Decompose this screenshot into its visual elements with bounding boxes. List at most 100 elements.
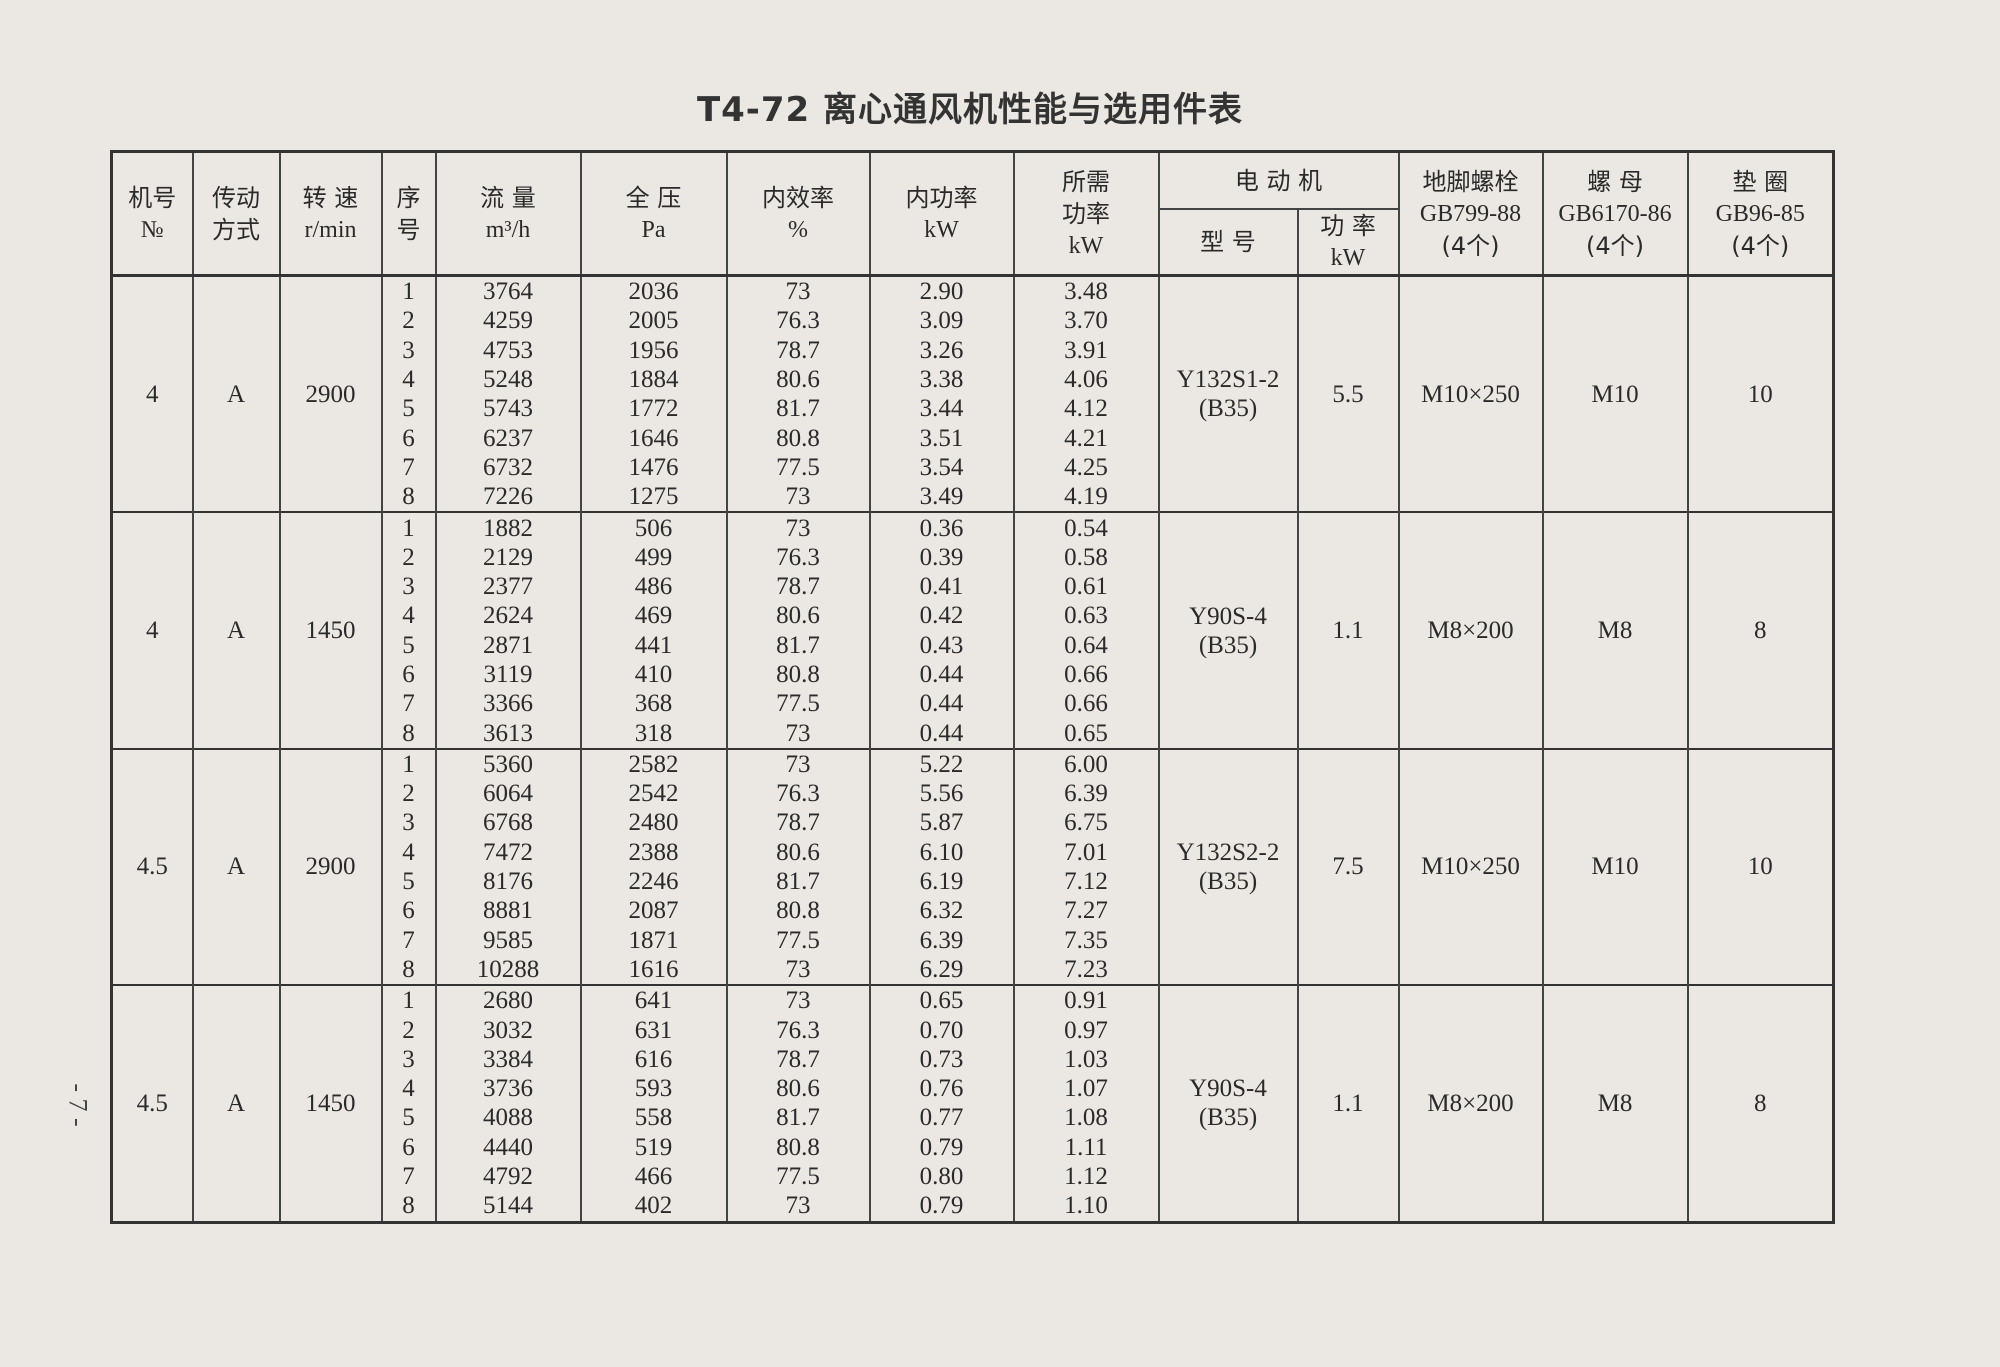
table-row: 8 7226 1275 73 3.49 4.19 [112,482,1834,513]
cell-internal-power: 3.49 [868,482,1015,513]
cell-seq: 4 [380,601,437,631]
cell-required-power: 4.25 [1012,452,1160,483]
cell-required-power: 0.91 [1012,984,1160,1016]
cell-pressure: 641 [579,984,728,1016]
table-row: 8 3613 318 73 0.44 0.65 [112,718,1834,749]
cell-anchor-bolt: M8×200 [1397,511,1544,749]
cell-pressure: 486 [579,571,728,602]
cell-machine-no: 4 [110,274,194,513]
cell-flow: 3384 [434,1044,582,1075]
cell-motor-power: 1.1 [1296,511,1400,749]
cell-internal-power: 3.44 [868,394,1015,424]
cell-speed: 2900 [278,274,383,513]
cell-internal-power: 6.39 [868,925,1015,955]
cell-internal-power: 0.41 [868,571,1015,602]
cell-efficiency: 78.7 [725,1044,871,1075]
cell-internal-power: 3.26 [868,335,1015,365]
cell-pressure: 1871 [579,925,728,955]
cell-seq: 1 [380,747,437,780]
cell-pressure: 441 [579,630,728,660]
cell-internal-power: 0.43 [868,630,1015,660]
cell-efficiency: 81.7 [725,1103,871,1133]
cell-flow: 5144 [434,1191,582,1222]
cell-internal-power: 6.32 [868,896,1015,926]
cell-efficiency: 80.8 [725,896,871,926]
cell-required-power: 0.61 [1012,571,1160,602]
cell-efficiency: 73 [725,1191,871,1222]
cell-flow: 2377 [434,571,582,602]
table-row: 5 4088 558 81.7 0.77 1.08 [112,1103,1834,1133]
table-row: 4 7472 2388 80.6 6.10 7.01 [112,837,1834,867]
cell-pressure: 519 [579,1132,728,1162]
cell-seq: 5 [380,866,437,897]
cell-required-power: 0.54 [1012,511,1160,543]
cell-required-power: 6.75 [1012,808,1160,838]
cell-internal-power: 0.79 [868,1191,1015,1222]
cell-efficiency: 77.5 [725,689,871,719]
cell-efficiency: 80.6 [725,837,871,867]
header-seq: 序号 [380,150,437,277]
cell-flow: 2624 [434,601,582,631]
cell-internal-power: 5.56 [868,779,1015,809]
cell-nut: M10 [1541,747,1689,986]
cell-required-power: 0.97 [1012,1015,1160,1045]
header-internal-power: 内功率 kW [868,150,1015,277]
header-speed: 转 速 r/min [278,150,383,277]
cell-washer: 10 [1686,274,1835,513]
cell-internal-power: 0.80 [868,1161,1015,1192]
cell-efficiency: 78.7 [725,335,871,365]
cell-seq: 7 [380,1161,437,1192]
cell-internal-power: 6.19 [868,866,1015,897]
cell-seq: 2 [380,306,437,336]
cell-efficiency: 73 [725,511,871,543]
cell-seq: 2 [380,1015,437,1045]
cell-required-power: 6.39 [1012,779,1160,809]
cell-efficiency: 73 [725,274,871,307]
cell-seq: 4 [380,837,437,867]
cell-efficiency: 80.8 [725,423,871,453]
cell-flow: 3032 [434,1015,582,1045]
table-row: 4 3736 593 80.6 0.76 1.07 [112,1074,1834,1104]
cell-seq: 4 [380,364,437,395]
header-motor: 电 动 机 [1157,150,1400,210]
cell-required-power: 4.12 [1012,394,1160,424]
table-row: 2 6064 2542 76.3 5.56 6.39 [112,779,1834,809]
cell-required-power: 7.35 [1012,925,1160,955]
cell-required-power: 7.01 [1012,837,1160,867]
cell-flow: 3613 [434,718,582,749]
cell-efficiency: 81.7 [725,630,871,660]
cell-required-power: 1.08 [1012,1103,1160,1133]
cell-seq: 2 [380,779,437,809]
table-row: 3 6768 2480 78.7 5.87 6.75 [112,808,1834,838]
header-efficiency: 内效率% [725,150,871,277]
cell-pressure: 410 [579,659,728,690]
table-row: 4.5 A 2900 1 5360 2582 73 5.22 6.00 Y132S2-2 (B35)… [110,747,1835,986]
cell-seq: 6 [380,1132,437,1162]
cell-flow: 6732 [434,452,582,483]
cell-pressure: 2582 [579,747,728,780]
cell-pressure: 616 [579,1044,728,1075]
cell-seq: 8 [380,718,437,749]
cell-drive: A [191,984,281,1222]
cell-washer: 10 [1686,747,1835,986]
table-row: 6 4440 519 80.8 0.79 1.11 [112,1132,1834,1162]
cell-washer: 8 [1686,511,1835,749]
cell-efficiency: 77.5 [725,1161,871,1192]
cell-anchor-bolt: M8×200 [1397,984,1544,1222]
cell-required-power: 1.07 [1012,1074,1160,1104]
cell-internal-power: 3.51 [868,423,1015,453]
table-row: 6 6237 1646 80.8 3.51 4.21 [112,423,1834,453]
cell-efficiency: 73 [725,718,871,749]
cell-internal-power: 0.73 [868,1044,1015,1075]
cell-efficiency: 81.7 [725,394,871,424]
cell-drive: A [191,511,281,749]
cell-pressure: 1956 [579,335,728,365]
cell-required-power: 0.64 [1012,630,1160,660]
cell-pressure: 1616 [579,954,728,986]
motor-model-name: Y132S2-2 [1176,838,1280,866]
table-row: 4 A 1450 1 1882 506 73 0.36 0.54 Y90S-4 (B35) 1.1 M8… [110,511,1835,749]
cell-drive: A [191,747,281,986]
cell-flow: 10288 [434,954,582,986]
table-row: 8 10288 1616 73 6.29 7.23 [112,954,1834,986]
header-washer: 垫 圈 GB96-85 (4个) [1686,150,1835,277]
